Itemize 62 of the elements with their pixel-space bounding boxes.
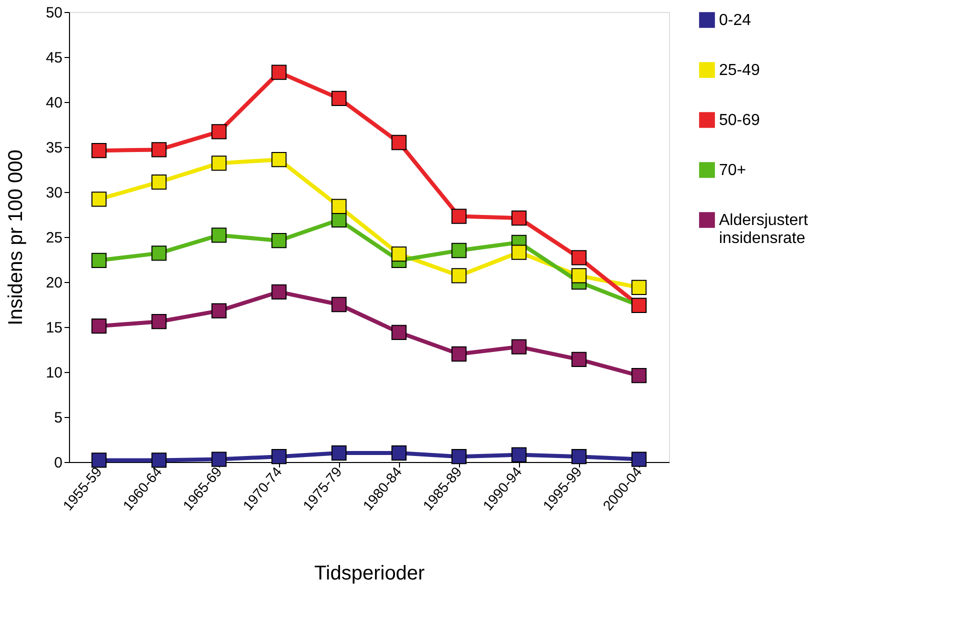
point — [391, 134, 407, 150]
point — [331, 198, 347, 214]
y-tick-label: 30 — [46, 184, 62, 202]
y-tick-label: 40 — [46, 94, 62, 112]
y-tick-label: 35 — [46, 140, 62, 156]
y-tick-label: 10 — [46, 364, 62, 382]
legend-label: 25-49 — [719, 62, 760, 79]
point — [511, 244, 527, 260]
point — [331, 296, 347, 312]
point — [211, 452, 227, 467]
point — [391, 445, 407, 461]
y-axis-title: Insidens pr 100 000 — [4, 150, 27, 326]
point — [151, 452, 167, 468]
point — [571, 352, 587, 367]
point — [271, 152, 287, 168]
point — [631, 368, 647, 384]
point — [211, 228, 227, 243]
y-tick-label: 25 — [46, 230, 62, 246]
point — [391, 324, 407, 340]
point — [571, 268, 587, 284]
point — [91, 143, 107, 158]
legend-label: 70+ — [719, 162, 746, 179]
y-tick-label: 5 — [54, 410, 62, 426]
point — [571, 449, 587, 464]
point — [271, 449, 287, 464]
point — [211, 156, 227, 171]
point — [451, 449, 467, 464]
legend-label: 0-24 — [719, 12, 752, 29]
legend-label: Aldersjustert insidensrate — [719, 212, 808, 247]
point — [631, 452, 647, 467]
point — [631, 280, 647, 295]
point — [271, 233, 287, 248]
point — [451, 346, 467, 362]
point — [151, 246, 167, 261]
y-tick-label: 50 — [46, 4, 62, 22]
point — [451, 242, 467, 258]
point — [91, 318, 107, 334]
point — [331, 90, 347, 106]
point — [451, 268, 467, 284]
point — [511, 339, 527, 354]
point — [151, 142, 167, 158]
legend-label: 50-69 — [719, 112, 760, 129]
point — [571, 250, 587, 266]
y-tick-label: 0 — [54, 454, 62, 472]
point — [451, 208, 467, 224]
point — [91, 252, 107, 268]
point — [391, 246, 407, 262]
point — [331, 445, 347, 461]
y-tick-label: 15 — [46, 320, 62, 336]
point — [91, 192, 107, 207]
point — [151, 174, 167, 190]
y-tick-label: 20 — [46, 274, 62, 292]
x-axis-title: Tidsperioder — [314, 562, 426, 584]
point — [271, 284, 287, 300]
point — [511, 210, 527, 226]
point — [151, 314, 167, 330]
point — [271, 64, 287, 80]
point — [91, 452, 107, 468]
y-tick-label: 45 — [46, 50, 62, 66]
point — [211, 124, 227, 140]
point — [511, 447, 527, 462]
point — [211, 303, 227, 318]
